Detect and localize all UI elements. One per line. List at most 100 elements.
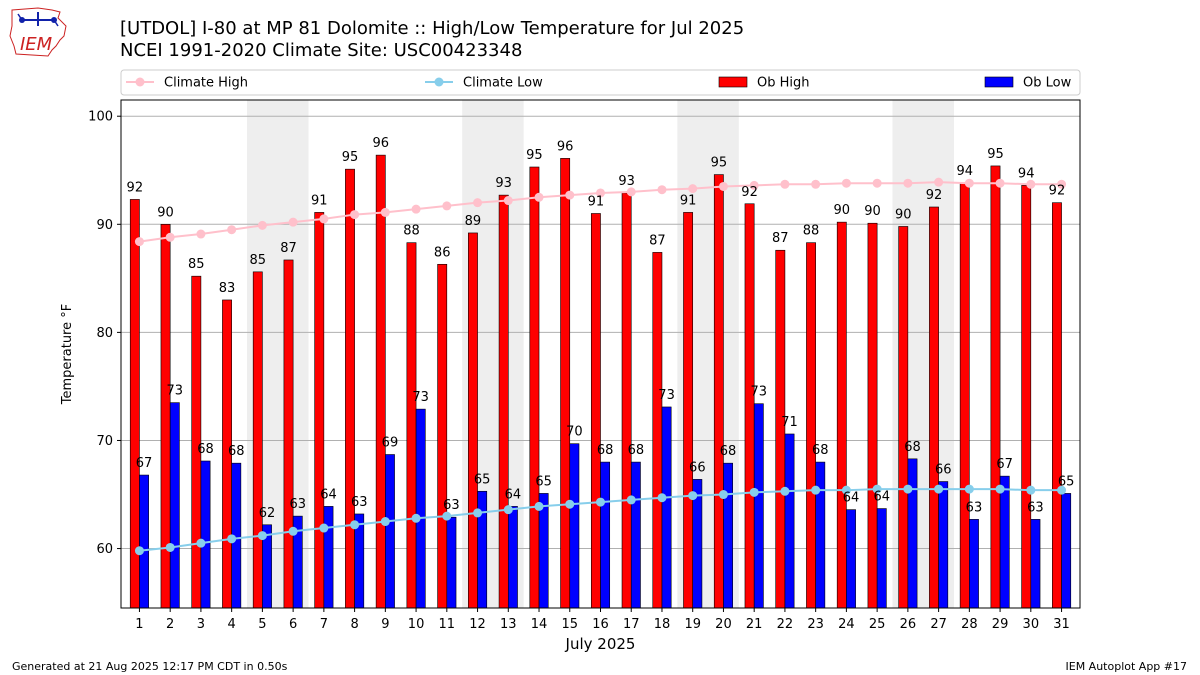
ob-low-bar bbox=[446, 516, 457, 609]
x-tick-label: 12 bbox=[469, 617, 486, 632]
ob-high-label: 94 bbox=[956, 164, 973, 179]
climate-high-point bbox=[780, 179, 790, 189]
ob-low-bar bbox=[1061, 493, 1072, 609]
ob-low-bar bbox=[323, 506, 334, 609]
ob-high-label: 95 bbox=[987, 147, 1004, 162]
ob-low-bar bbox=[815, 461, 826, 609]
x-tick-label: 18 bbox=[654, 617, 671, 632]
climate-low-point bbox=[473, 508, 483, 518]
ob-high-label: 92 bbox=[127, 180, 144, 195]
ob-high-label: 95 bbox=[711, 156, 728, 171]
climate-low-point bbox=[780, 486, 790, 496]
climate-high-point bbox=[995, 178, 1005, 188]
legend-item: Climate High bbox=[126, 76, 248, 91]
climate-high-point bbox=[350, 210, 360, 220]
x-tick-label: 23 bbox=[807, 617, 824, 632]
climate-high-point bbox=[1026, 179, 1036, 189]
ob-low-label: 68 bbox=[228, 444, 245, 459]
ob-high-label: 85 bbox=[250, 253, 267, 268]
ob-high-label: 90 bbox=[834, 203, 851, 218]
iem-logo: IEM bbox=[9, 7, 67, 57]
x-tick-label: 2 bbox=[166, 617, 174, 632]
ob-low-bar bbox=[723, 462, 733, 609]
climate-low-point bbox=[718, 490, 728, 500]
x-tick-label: 27 bbox=[930, 617, 947, 632]
ob-high-bar bbox=[929, 206, 939, 609]
climate-low-point bbox=[688, 491, 698, 501]
ob-low-label: 68 bbox=[597, 443, 614, 458]
x-tick-label: 28 bbox=[961, 617, 978, 632]
climate-high-point bbox=[718, 181, 728, 191]
ob-low-label: 65 bbox=[474, 472, 491, 487]
x-tick-label: 16 bbox=[592, 617, 609, 632]
climate-high-point bbox=[134, 237, 144, 247]
ob-low-label: 65 bbox=[1058, 474, 1075, 489]
ob-low-label: 63 bbox=[443, 498, 460, 513]
climate-low-point bbox=[534, 501, 544, 511]
legend-label: Ob High bbox=[757, 76, 810, 91]
climate-high-point bbox=[903, 178, 913, 188]
ob-low-bar bbox=[784, 433, 795, 609]
ob-low-bar bbox=[169, 402, 180, 609]
x-tick-label: 26 bbox=[900, 617, 917, 632]
ob-low-label: 68 bbox=[197, 442, 214, 457]
ob-low-bar bbox=[385, 454, 395, 609]
ob-low-bar bbox=[630, 461, 641, 609]
climate-low-point bbox=[257, 531, 267, 541]
x-tick-label: 21 bbox=[746, 617, 763, 632]
ob-high-label: 91 bbox=[588, 194, 605, 209]
ob-high-bar bbox=[437, 263, 448, 609]
climate-high-point bbox=[1057, 179, 1067, 189]
ob-low-label: 68 bbox=[904, 440, 921, 455]
ob-high-label: 83 bbox=[219, 281, 236, 296]
ob-high-label: 96 bbox=[557, 139, 574, 154]
climate-low-point bbox=[749, 487, 759, 497]
ob-low-label: 62 bbox=[259, 506, 276, 521]
ob-low-bar bbox=[200, 460, 211, 609]
legend-item: Climate Low bbox=[425, 76, 543, 91]
ob-high-bar bbox=[283, 259, 294, 609]
ob-high-bar bbox=[683, 212, 694, 609]
x-tick-label: 5 bbox=[258, 617, 266, 632]
ob-low-bar bbox=[139, 474, 149, 609]
ob-high-label: 86 bbox=[434, 245, 451, 260]
x-tick-label: 20 bbox=[715, 617, 732, 632]
climate-high-point bbox=[227, 225, 237, 235]
ob-high-label: 90 bbox=[864, 204, 881, 219]
ob-high-bar bbox=[529, 166, 540, 609]
legend-label: Climate High bbox=[164, 76, 248, 91]
ob-high-bar bbox=[1052, 202, 1062, 609]
ob-high-label: 92 bbox=[926, 188, 943, 203]
climate-low-point bbox=[1057, 485, 1067, 495]
climate-low-point bbox=[657, 493, 667, 503]
x-tick-label: 30 bbox=[1023, 617, 1040, 632]
climate-high-point bbox=[257, 220, 267, 230]
climate-low-point bbox=[934, 484, 944, 494]
ob-low-bar bbox=[415, 408, 426, 609]
legend-bar-swatch bbox=[984, 76, 1014, 88]
climate-high-point bbox=[503, 196, 513, 206]
climate-low-point bbox=[626, 495, 636, 505]
climate-low-point bbox=[319, 523, 329, 533]
ob-low-label: 71 bbox=[781, 415, 798, 430]
ob-high-label: 95 bbox=[342, 150, 359, 165]
x-tick-label: 1 bbox=[135, 617, 143, 632]
ob-low-label: 64 bbox=[320, 487, 337, 502]
climate-low-point bbox=[565, 499, 575, 509]
ob-high-label: 92 bbox=[1049, 184, 1066, 199]
ob-high-label: 93 bbox=[618, 174, 635, 189]
ob-high-bar bbox=[959, 182, 970, 609]
ob-high-bar bbox=[836, 221, 847, 609]
ob-low-bar bbox=[938, 481, 949, 609]
ob-low-label: 68 bbox=[628, 443, 645, 458]
climate-high-point bbox=[380, 207, 390, 217]
ob-low-label: 65 bbox=[535, 474, 552, 489]
ob-high-label: 87 bbox=[649, 233, 666, 248]
climate-high-point bbox=[657, 185, 667, 195]
legend-item: Ob Low bbox=[984, 76, 1072, 91]
ob-high-bar bbox=[314, 212, 325, 609]
y-tick-label: 70 bbox=[96, 434, 113, 449]
ob-high-label: 90 bbox=[895, 207, 912, 222]
x-tick-label: 22 bbox=[777, 617, 794, 632]
